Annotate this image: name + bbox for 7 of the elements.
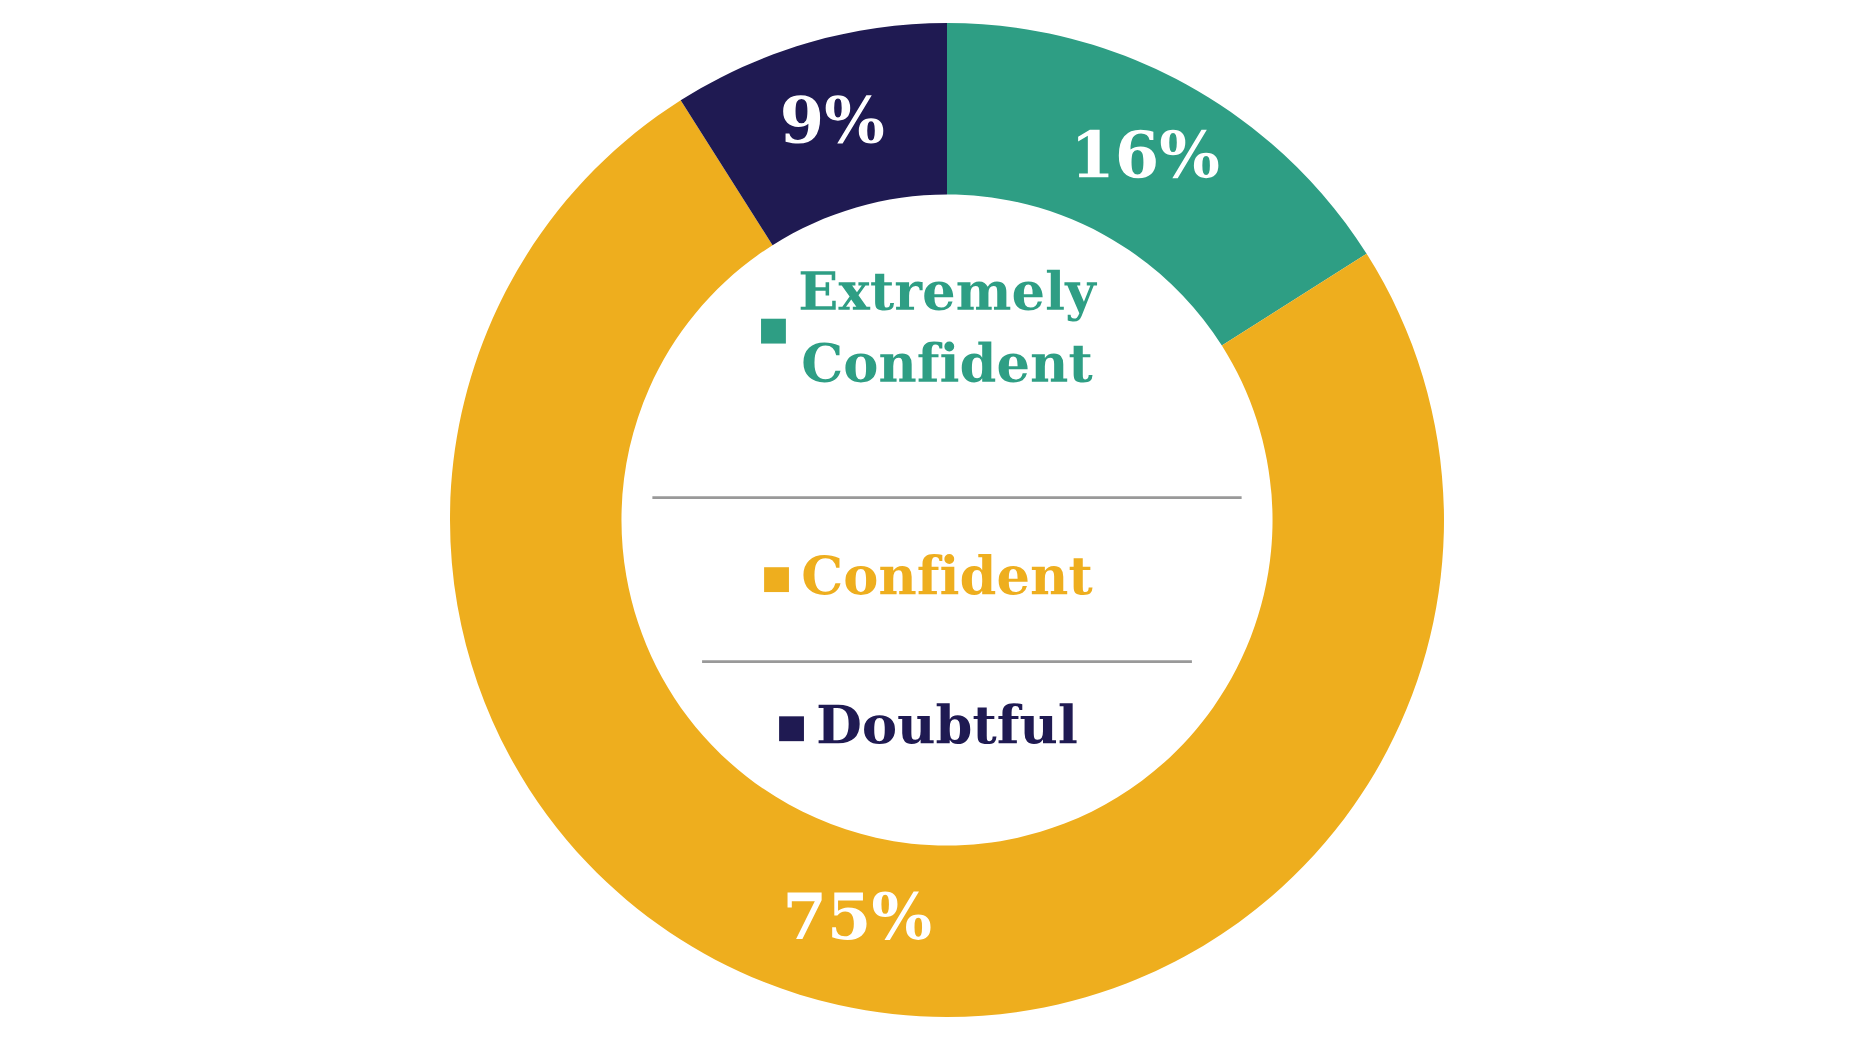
data-label: 75% [787, 891, 931, 940]
legend-label: Confident [803, 554, 1093, 595]
legend-label: Extremely Confident [800, 269, 1098, 383]
donut-slice [680, 23, 947, 246]
legend-label: Doubtful [818, 703, 1077, 745]
data-label: 16% [1078, 129, 1219, 179]
data-label: 9% [783, 95, 884, 144]
